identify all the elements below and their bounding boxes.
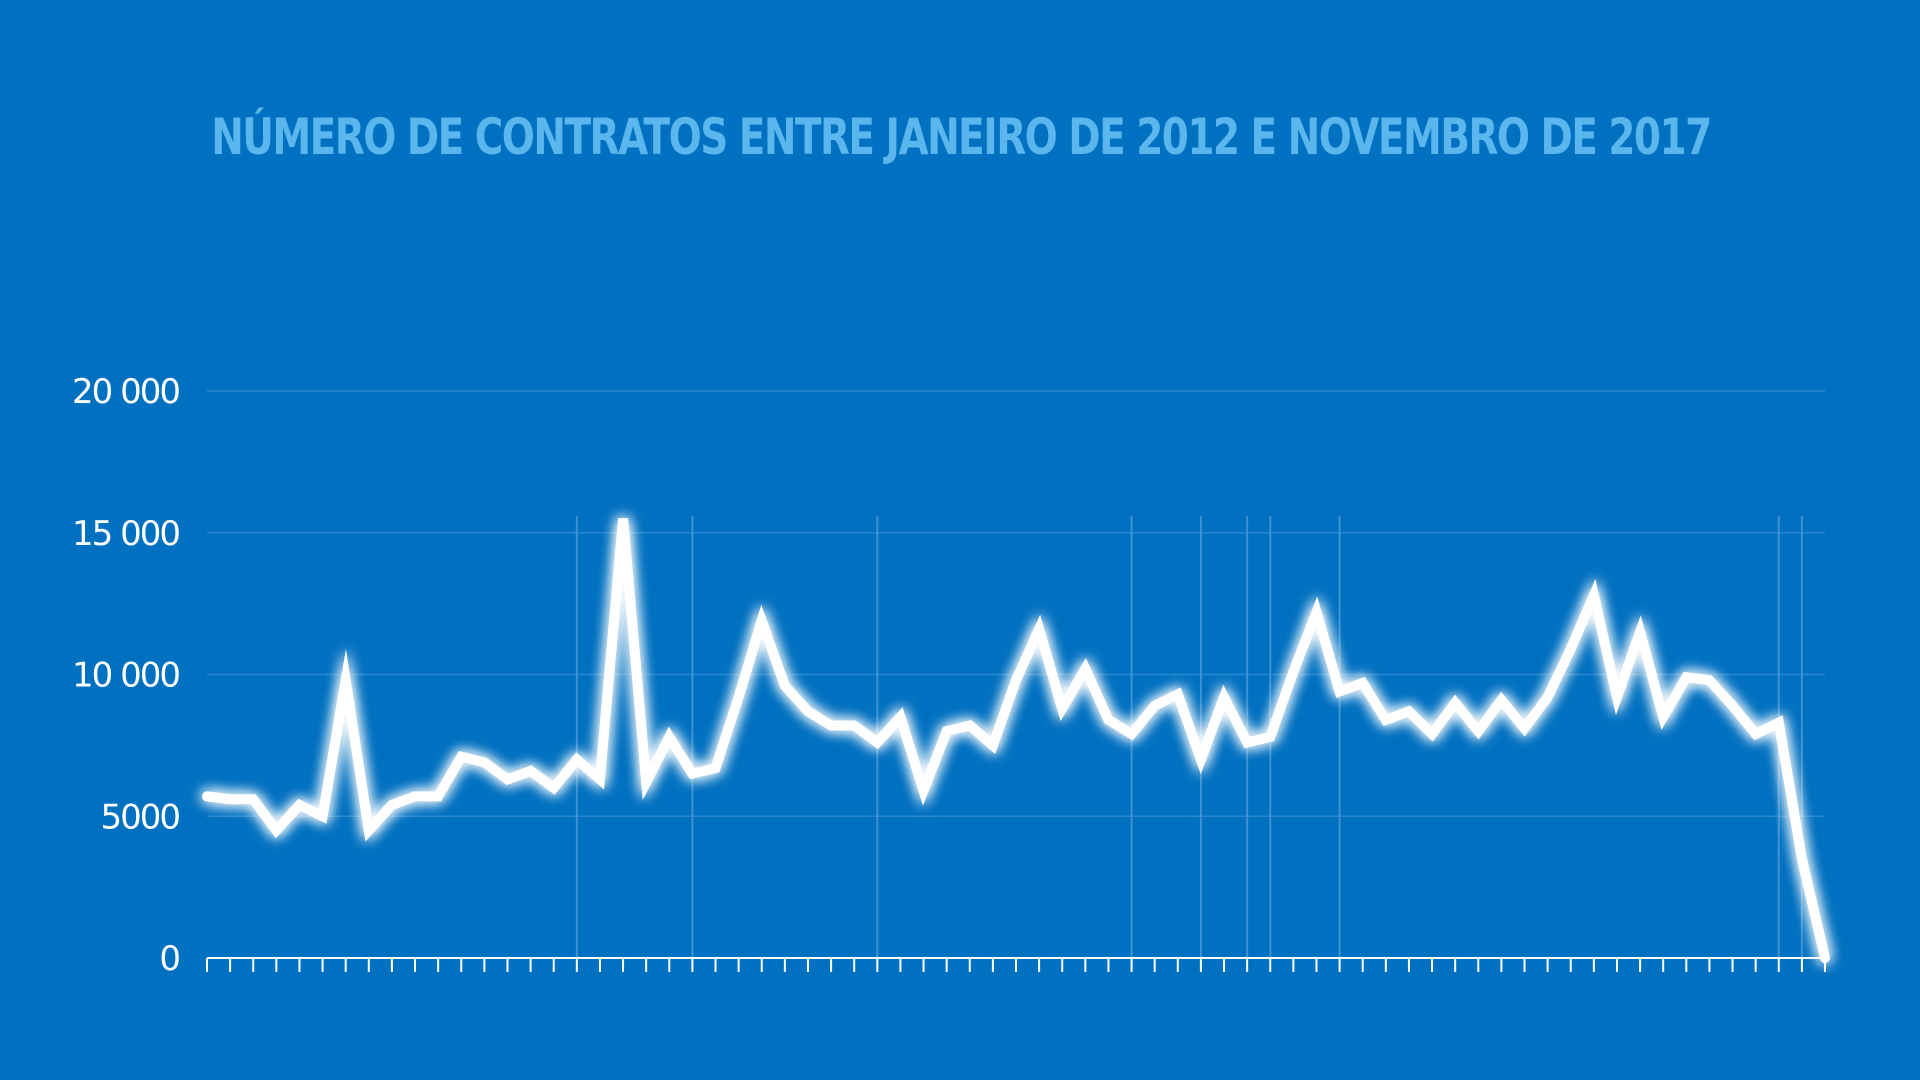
gridlines — [207, 390, 1825, 817]
series-layer — [202, 518, 1830, 963]
y-tick-label-1: 5000 — [100, 797, 179, 837]
y-axis-tick-labels: 0 5000 10 000 15 000 20 000 — [72, 372, 181, 979]
y-tick-label-4: 20 000 — [72, 372, 179, 412]
y-tick-label-0: 0 — [159, 939, 179, 979]
x-axis — [206, 957, 1826, 972]
chart-title: Número de contratos entre janeiro de 201… — [211, 108, 1712, 166]
y-tick-label-2: 10 000 — [72, 656, 179, 696]
series-line-0 — [202, 518, 1830, 963]
y-tick-label-3: 15 000 — [72, 514, 179, 554]
